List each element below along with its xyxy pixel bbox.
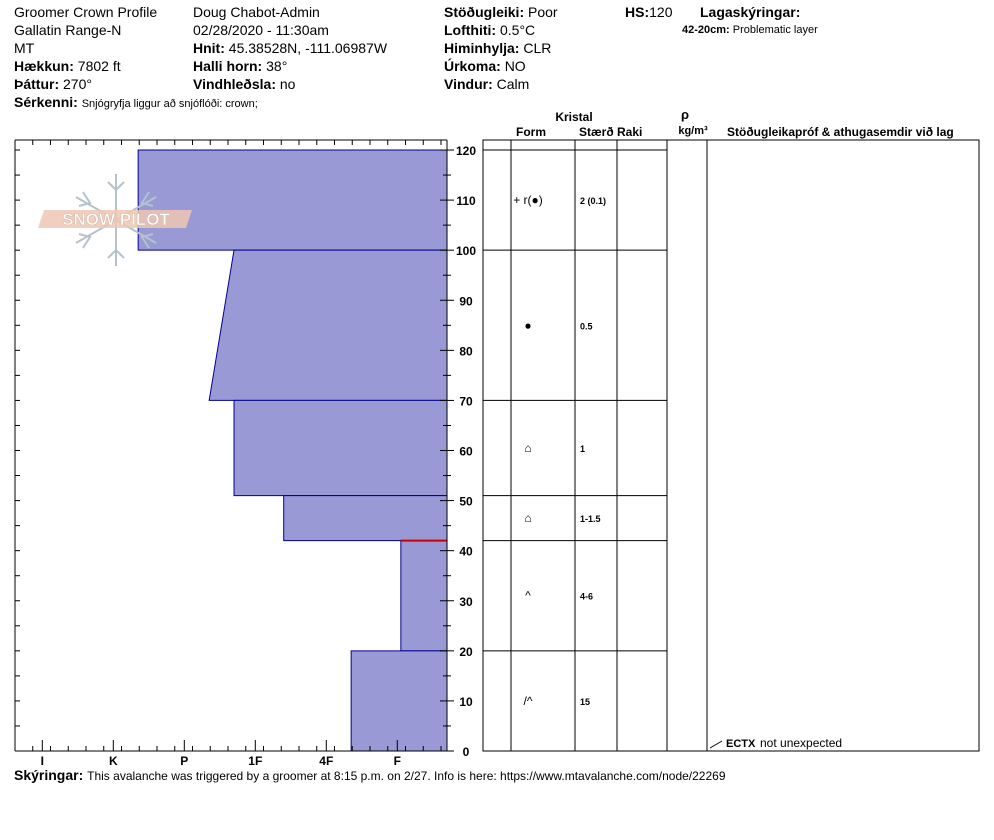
air-temp-row: Lofthiti: 0.5°C [444, 22, 536, 38]
header-col-1: Groomer Crown Profile Gallatin Range-N M… [14, 3, 258, 113]
legend-title: Lagaskýringar: [700, 4, 801, 20]
elevation-row: Hækkun: 7802 ft [14, 58, 121, 74]
wind-row: Vindur: Calm [444, 76, 530, 92]
wind-loading-row: Vindhleðsla: no [193, 76, 296, 92]
crystal-form-symbol: ⌂ [524, 511, 531, 525]
range-name: Gallatin Range-N [14, 22, 122, 38]
hardness-axis: I K P 1F 4F F [41, 740, 401, 768]
hardness-layer-5 [400, 540, 448, 652]
crystal-form-symbol: ● [524, 318, 531, 332]
coords-row: Hnit: 45.38528N, -111.06987W [193, 40, 388, 56]
logo-banner [38, 210, 192, 228]
header-moisture: Raki [617, 125, 642, 139]
precip-row: Úrkoma: NO [444, 58, 526, 74]
stability-row: Stöðugleiki: Poor [444, 4, 558, 20]
crystal-form-symbol: + r(●) [513, 193, 543, 207]
crystal-size: 4-6 [580, 592, 593, 602]
header-col-2: Doug Chabot-Admin 02/28/2020 - 11:30am H… [193, 3, 387, 93]
depth-label-0: 0 [463, 745, 470, 759]
depth-label-70: 70 [459, 394, 473, 408]
hardness-label-p: P [180, 754, 188, 768]
header-size: Stærð [579, 125, 614, 139]
depth-label-50: 50 [459, 495, 473, 509]
depth-label-60: 60 [459, 445, 473, 459]
header-kristal: Kristal [555, 110, 592, 124]
snowpilot-logo: SNOW PILOT [38, 174, 192, 266]
depth-label-110: 110 [456, 194, 476, 208]
crystal-size: 2 (0.1) [580, 196, 606, 206]
crystal-table-frame [482, 139, 980, 752]
profile-title: Groomer Crown Profile [14, 4, 158, 20]
hardness-label-4f: 4F [319, 754, 333, 768]
header-col-3: Stöðugleiki: Poor Lofthiti: 0.5°C Himinh… [444, 3, 558, 93]
hardness-label-k: K [109, 754, 118, 768]
sky-row: Himinhylja: CLR [444, 40, 552, 56]
header-stability-tests: Stöðugleikapróf & athugasemdir við lag [727, 125, 954, 139]
features-row: Sérkenni: Snjógryfja liggur að snjóflóði… [14, 94, 258, 110]
test-comment: not unexpected [760, 736, 842, 750]
depth-label-90: 90 [459, 294, 473, 308]
depth-label-10: 10 [459, 695, 473, 709]
header-form: Form [516, 125, 546, 139]
header-rho: ρ [681, 107, 689, 122]
comments-row: Skýringar: This avalanche was triggered … [14, 767, 726, 783]
hardness-layers [137, 149, 448, 752]
hardness-layer-4 [283, 495, 448, 542]
crystal-form-symbol: ^ [525, 589, 531, 603]
aspect-row: Þáttur: 270° [14, 76, 92, 92]
hs-row: HS:120 [625, 4, 673, 20]
hardness-layer-2 [208, 249, 448, 401]
slope-row: Halli horn: 38° [193, 58, 288, 74]
crystal-form-symbol: ⌂ [524, 441, 531, 455]
observer-name: Doug Chabot-Admin [193, 4, 320, 20]
legend-entry: 42-20cm: Problematic layer [682, 24, 818, 36]
depth-label-100: 100 [456, 244, 476, 258]
depth-label-20: 20 [459, 645, 473, 659]
crystal-size: 15 [580, 697, 590, 707]
hardness-layer-6 [350, 650, 448, 752]
depth-label-40: 40 [459, 545, 473, 559]
test-pointer-line [709, 740, 723, 749]
logo-text: SNOW PILOT [62, 210, 170, 229]
depth-label-30: 30 [459, 595, 473, 609]
hardness-layer-3 [233, 399, 448, 497]
depth-label-80: 80 [459, 344, 473, 358]
crystal-table-rows: + r(●) 2 (0.1) ● 0.5 ⌂ 1 ⌂ 1-1.5 ^ 4-6 /^ 15 [483, 149, 667, 708]
hardness-label-f: F [394, 754, 401, 768]
minor-ticks [14, 140, 442, 752]
depth-axis: 0 10 20 30 40 50 60 70 80 90 100 110 120 [440, 144, 476, 759]
hardness-label-i: I [41, 754, 44, 768]
crystal-size: 0.5 [580, 321, 593, 331]
state-name: MT [14, 40, 35, 56]
datetime: 02/28/2020 - 11:30am [193, 22, 329, 38]
test-name: ECTX [726, 738, 756, 750]
depth-label-120: 120 [456, 144, 476, 158]
header-density-unit: kg/m³ [678, 125, 708, 137]
crystal-size: 1 [580, 444, 585, 454]
hardness-label-1f: 1F [248, 754, 262, 768]
crystal-form-symbol: /^ [524, 694, 533, 708]
crystal-size: 1-1.5 [580, 514, 601, 524]
